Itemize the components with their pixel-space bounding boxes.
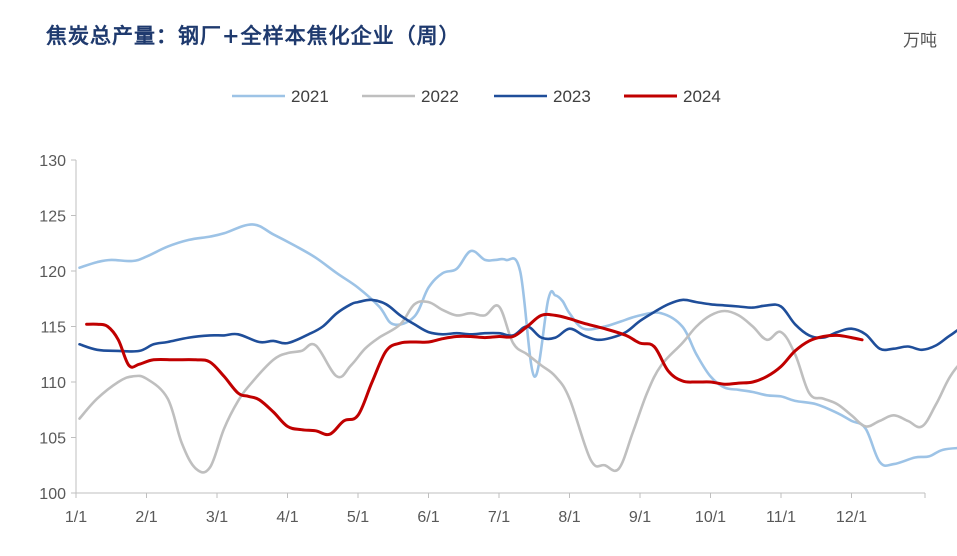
x-tick-label: 9/1: [629, 509, 651, 526]
series-lines: [78, 223, 957, 474]
y-tick-label: 110: [40, 375, 66, 392]
series-line-2021: [78, 223, 957, 467]
x-tick-label: 12/1: [836, 509, 867, 526]
series-line-2022: [78, 300, 957, 474]
series-line-2023: [78, 298, 957, 353]
y-tick-label: 125: [39, 209, 66, 226]
x-tick-label: 4/1: [276, 509, 298, 526]
chart-title: 焦炭总产量：钢厂+全样本焦化企业（周）: [46, 23, 461, 48]
y-tick-label: 100: [39, 486, 66, 503]
x-tick-label: 5/1: [347, 509, 369, 526]
axes: 100 105 110 115 120 125 130 1/1 2/1 3/1 4/1 5/1 6/1 7…: [39, 153, 926, 526]
legend-label-2023: 2023: [553, 87, 591, 106]
series-line-2024: [85, 312, 864, 437]
x-tick-label: 2/1: [135, 509, 157, 526]
legend-label-2024: 2024: [683, 87, 721, 106]
legend-label-2021: 2021: [291, 87, 329, 106]
y-tick-label: 120: [39, 264, 66, 281]
x-tick-label: 3/1: [206, 509, 228, 526]
x-tick-label: 8/1: [558, 509, 580, 526]
y-tick-label: 130: [39, 153, 66, 170]
legend-label-2022: 2022: [421, 87, 459, 106]
x-tick-label: 7/1: [488, 509, 510, 526]
x-tick-label: 6/1: [417, 509, 439, 526]
x-tick-label: 1/1: [65, 509, 87, 526]
unit-label: 万吨: [903, 31, 937, 51]
legend: 2021 2022 2023 2024: [232, 87, 721, 106]
x-tick-label: 11/1: [766, 509, 796, 526]
y-tick-label: 115: [40, 320, 66, 337]
y-tick-label: 105: [39, 431, 66, 448]
x-tick-label: 10/1: [695, 509, 726, 526]
